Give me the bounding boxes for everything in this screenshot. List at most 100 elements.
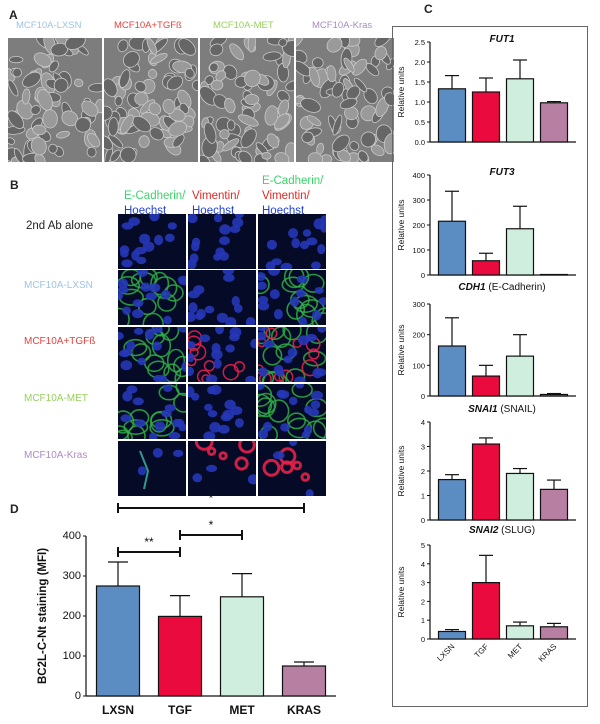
x-tick-label: TGF bbox=[168, 703, 192, 717]
chart-fut3: 0 100 200 300 400 Relative units FUT3 bbox=[396, 167, 576, 280]
header-ecad-text: E-Cadherin/ bbox=[124, 190, 186, 202]
chart-title: FUT3 bbox=[490, 167, 515, 178]
fluorescence-lxsn-merge bbox=[258, 270, 326, 325]
row-label-lxsn: MCF10A-LXSN bbox=[24, 280, 93, 291]
bar-lxsn bbox=[437, 630, 467, 640]
bar-kras bbox=[539, 102, 569, 143]
bar-met bbox=[505, 355, 535, 397]
fluorescence-lxsn-vim bbox=[188, 270, 256, 325]
micrograph-tgf bbox=[104, 38, 198, 162]
y-axis-label: Relative units bbox=[396, 324, 406, 375]
micrograph-lxsn bbox=[8, 38, 102, 162]
x-tick-label: KRAS bbox=[537, 642, 559, 664]
header-vim-text: Vimentin/ bbox=[192, 190, 240, 202]
y-tick-label: 100 bbox=[63, 650, 81, 662]
y-axis-label: Relative units bbox=[396, 566, 406, 617]
panel-a-label-kras: MCF10A-Kras bbox=[312, 20, 373, 31]
y-axis-label: Relative units bbox=[396, 445, 406, 496]
significance-label: ** bbox=[144, 535, 154, 549]
micrograph-met bbox=[200, 38, 294, 162]
y-tick-label: 400 bbox=[412, 171, 425, 180]
chart-title: SNAI1 (SNAIL) bbox=[468, 404, 536, 415]
bar-lxsn bbox=[437, 478, 467, 521]
fluorescence-met-vim bbox=[188, 384, 256, 439]
bar-kras bbox=[539, 626, 569, 640]
bar-lxsn bbox=[437, 88, 467, 143]
row-label-met: MCF10A-MET bbox=[24, 393, 88, 404]
chart-title: FUT1 bbox=[490, 34, 515, 45]
y-tick-label: 100 bbox=[412, 246, 425, 255]
y-tick-label: 0 bbox=[421, 392, 425, 401]
row-label-kras: MCF10A-Kras bbox=[24, 450, 88, 461]
panel-a-label-tgf: MCF10A+TGFß bbox=[114, 20, 182, 31]
chart-title: SNAI2 (SLUG) bbox=[469, 525, 535, 536]
panel-a-label-lxsn: MCF10A-LXSN bbox=[16, 20, 82, 31]
y-tick-label: 1 bbox=[421, 492, 425, 501]
y-tick-label: 1.0 bbox=[415, 98, 425, 107]
y-tick-label: 300 bbox=[412, 300, 425, 309]
bar-met bbox=[505, 472, 535, 521]
fluorescence-2nd-ab-vim bbox=[188, 214, 256, 269]
bar-met bbox=[219, 596, 265, 697]
panel-letter-d: D bbox=[10, 502, 19, 516]
x-tick-label: MET bbox=[229, 703, 255, 717]
y-tick-label: 2 bbox=[421, 597, 425, 606]
y-tick-label: 1 bbox=[421, 616, 425, 625]
fluorescence-tgf-vim bbox=[188, 327, 256, 382]
significance-label: * bbox=[209, 518, 214, 532]
y-tick-label: 2 bbox=[421, 467, 425, 476]
bar-tgf bbox=[471, 581, 501, 640]
chart-fut1: 0.0 0.5 1.0 1.5 2.0 2.5 Relative units FUT1 bbox=[396, 34, 576, 147]
fluorescence-kras-ecad bbox=[118, 441, 186, 496]
fluorescence-2nd-ab-ecad bbox=[118, 214, 186, 269]
bar-lxsn bbox=[437, 220, 467, 276]
chart-snai2: 0 1 2 3 4 5 Relative units LXSN TGF MET KRAS SNAI2 … bbox=[396, 525, 576, 664]
x-tick-label: LXSN bbox=[102, 703, 134, 717]
x-tick-label: TGF bbox=[473, 642, 491, 660]
y-tick-label: 5 bbox=[421, 541, 425, 550]
panel-letter-c: C bbox=[424, 2, 433, 16]
bar-tgf bbox=[471, 260, 501, 276]
fluorescence-met-merge bbox=[258, 384, 326, 439]
significance-label: * bbox=[209, 491, 214, 505]
y-tick-label: 300 bbox=[412, 196, 425, 205]
fluorescence-met-ecad bbox=[118, 384, 186, 439]
bar-met bbox=[505, 625, 535, 640]
chart-cdh1: 0 100 200 300 Relative units CDH1 (E-Cadherin… bbox=[396, 282, 576, 401]
bar-lxsn bbox=[95, 585, 141, 697]
panel-letter-a: A bbox=[9, 8, 18, 22]
row-label-2nd-ab: 2nd Ab alone bbox=[26, 220, 94, 232]
bar-kras bbox=[539, 273, 569, 276]
x-tick-label: MET bbox=[506, 642, 524, 660]
y-tick-label: 0.5 bbox=[415, 118, 425, 127]
bar-kras bbox=[539, 393, 569, 397]
y-tick-label: 0.0 bbox=[415, 138, 425, 147]
y-axis-label: Relative units bbox=[396, 66, 406, 117]
y-tick-label: 1.5 bbox=[415, 78, 425, 87]
y-tick-label: 3 bbox=[421, 579, 425, 588]
chart-title: CDH1 (E-Cadherin) bbox=[458, 282, 545, 293]
bar-tgf bbox=[471, 443, 501, 521]
y-tick-label: 200 bbox=[412, 221, 425, 230]
y-tick-label: 100 bbox=[412, 361, 425, 370]
chart-d-bc2l-staining: 0 100 200 300 400 BC2L-C-Nt staining (MFI) LXS… bbox=[37, 491, 336, 717]
x-tick-label: LXSN bbox=[435, 642, 456, 663]
bar-lxsn bbox=[437, 345, 467, 397]
y-tick-label: 4 bbox=[421, 418, 425, 427]
row-label-tgf: MCF10A+TGFß bbox=[24, 336, 96, 347]
chart-snai1: 0 1 2 3 4 Relative units SNAI1 (SNAIL) bbox=[396, 404, 576, 525]
bar-kras bbox=[539, 488, 569, 521]
y-axis-label: BC2L-C-Nt staining (MFI) bbox=[37, 548, 49, 684]
y-tick-label: 200 bbox=[63, 610, 81, 622]
panel-c-frame bbox=[392, 26, 588, 707]
bar-tgf bbox=[471, 375, 501, 397]
y-tick-label: 3 bbox=[421, 443, 425, 452]
fluorescence-2nd-ab-merge bbox=[258, 214, 326, 269]
header-merge: E-Cadherin/ Vimentin/ Hoechst bbox=[262, 174, 323, 219]
y-tick-label: 300 bbox=[63, 570, 81, 582]
fluorescence-tgf-ecad bbox=[118, 327, 186, 382]
bar-tgf bbox=[471, 91, 501, 143]
fluorescence-kras-merge bbox=[258, 441, 326, 496]
y-tick-label: 0 bbox=[421, 635, 425, 644]
micrograph-kras bbox=[296, 38, 394, 162]
